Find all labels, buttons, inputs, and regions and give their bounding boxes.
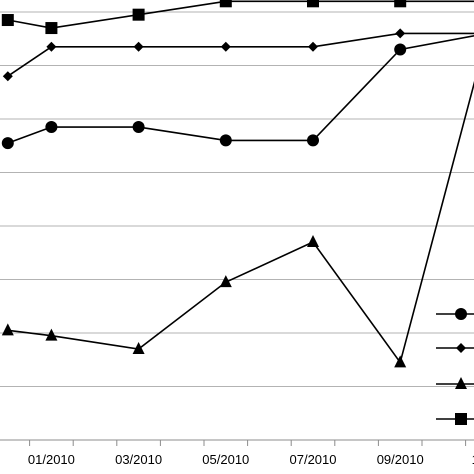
legend-item-square [436, 413, 474, 425]
data-point-square [45, 22, 58, 35]
legend-item-circle [436, 308, 474, 320]
data-point-square [394, 0, 407, 8]
data-point-circle [307, 134, 319, 147]
data-point-triangle [219, 275, 232, 288]
data-point-triangle [132, 342, 145, 355]
series-line [7, 32, 474, 77]
series-diamond [2, 28, 474, 82]
series-line [7, 80, 474, 365]
data-point-triangle [1, 323, 14, 336]
series-square [1, 0, 474, 35]
data-point-triangle [394, 355, 407, 368]
x-tick-label: 11/20 [472, 452, 474, 467]
x-tick-label: 05/2010 [202, 452, 249, 467]
x-tick-label: 01/2010 [28, 452, 75, 467]
data-point-square [1, 14, 14, 27]
x-tick-label: 09/2010 [377, 452, 424, 467]
gridlines [0, 11, 474, 387]
legend-marker-triangle [455, 377, 467, 389]
data-point-diamond [395, 28, 406, 39]
data-point-diamond [46, 41, 57, 52]
data-point-circle [219, 134, 232, 147]
data-point-square [132, 8, 145, 21]
series-layer [1, 0, 474, 368]
data-point-square [219, 0, 232, 8]
data-point-diamond [220, 41, 231, 52]
data-point-circle [1, 137, 14, 150]
data-point-diamond [2, 71, 13, 82]
x-tick-label: 07/2010 [290, 452, 337, 467]
legend [436, 308, 474, 425]
x-axis: 01/2010 03/2010 05/2010 07/2010 09/2010 11/20 [0, 439, 474, 467]
data-point-triangle [307, 235, 319, 248]
x-tick-label: 03/2010 [115, 452, 162, 467]
series-triangle [1, 80, 474, 368]
legend-marker-circle [455, 308, 467, 320]
legend-item-diamond [436, 343, 474, 353]
data-point-circle [132, 121, 145, 134]
legend-marker-diamond [456, 343, 466, 353]
legend-item-triangle [436, 377, 474, 389]
legend-marker-square [455, 413, 467, 425]
data-point-circle [45, 121, 58, 134]
data-point-diamond [133, 41, 144, 52]
data-point-square [307, 0, 319, 8]
series-circle [1, 35, 474, 150]
data-point-diamond [308, 41, 318, 52]
data-point-circle [394, 43, 407, 56]
data-point-triangle [45, 328, 58, 341]
